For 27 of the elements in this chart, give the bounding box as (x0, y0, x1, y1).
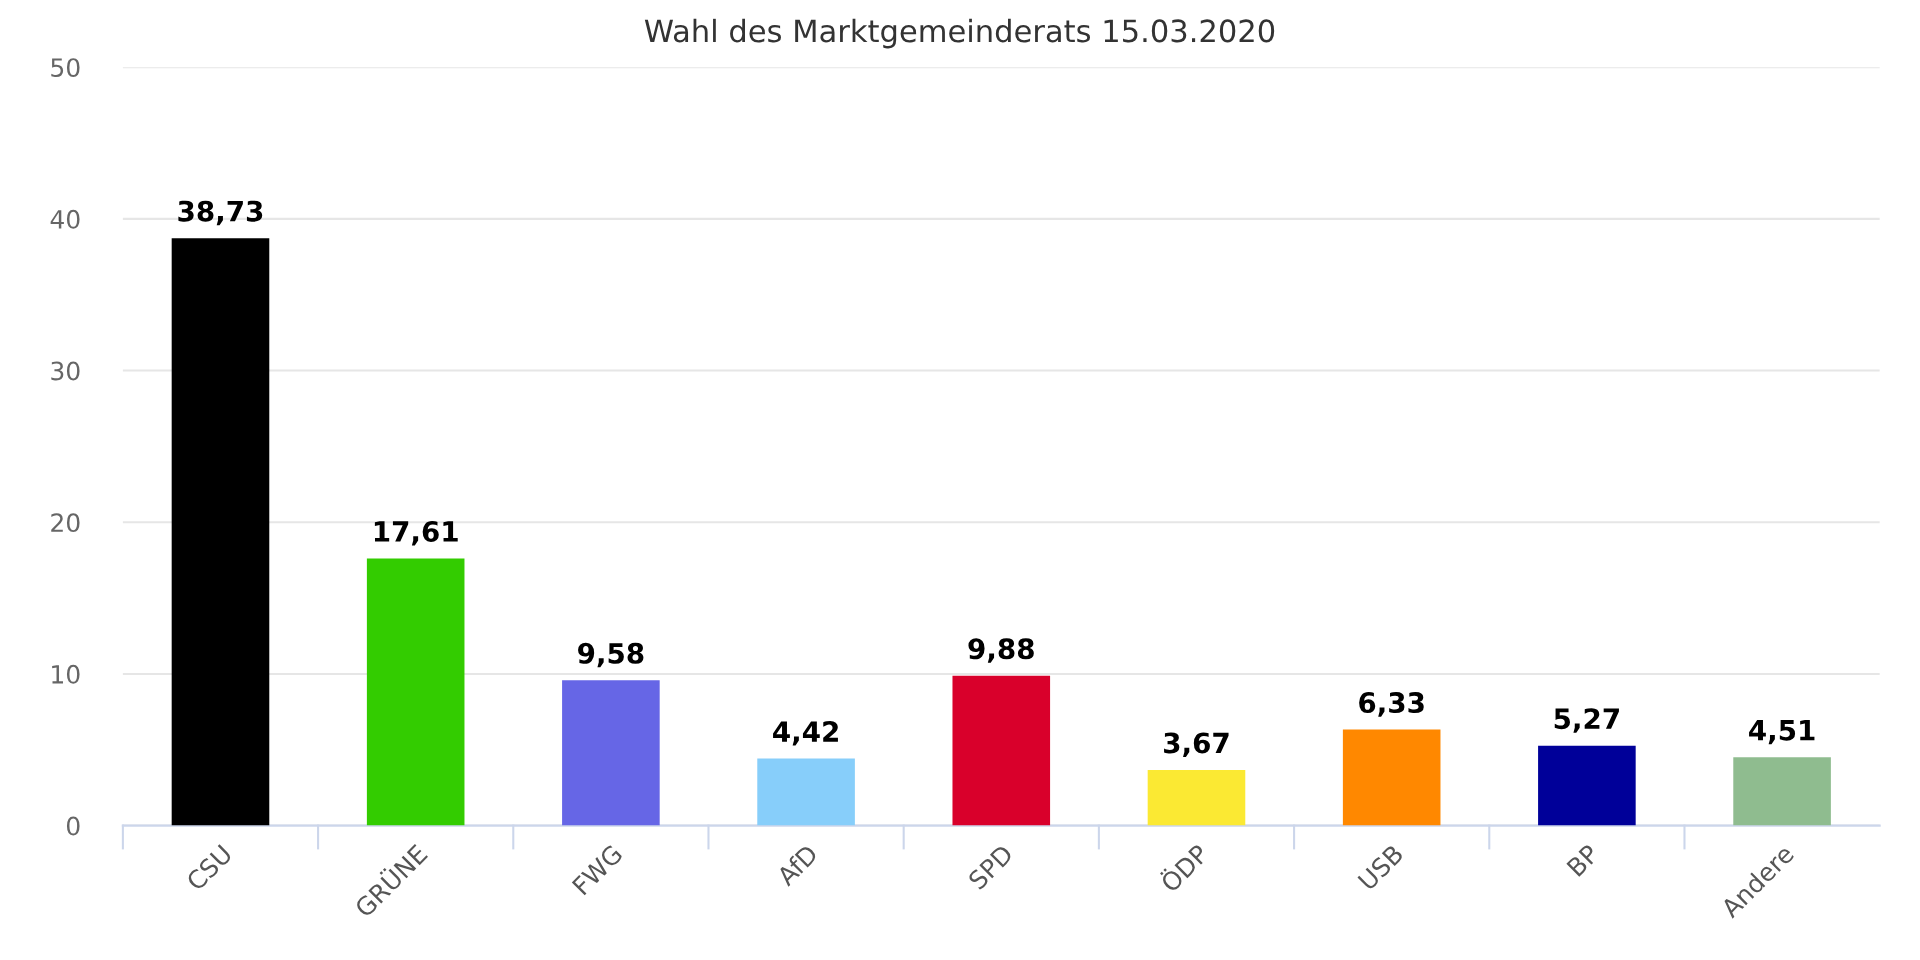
bar (1147, 769, 1246, 826)
bar (1733, 757, 1831, 826)
data-label: 38,73 (178, 200, 263, 226)
bar (1538, 745, 1636, 826)
data-label: 3,67 (1164, 732, 1229, 757)
data-label: 6,33 (1359, 692, 1424, 717)
y-tick-label: 20 (51, 513, 80, 533)
bar (171, 238, 270, 826)
bar (952, 675, 1051, 826)
bar (757, 758, 855, 826)
y-tick-label: 40 (50, 209, 80, 229)
bar (562, 680, 660, 826)
y-tick-label: 50 (51, 58, 80, 78)
bar (366, 558, 465, 826)
data-label: 4,51 (1749, 720, 1815, 745)
x-tick-label: BP (1566, 843, 1600, 877)
chart-title: Wahl des Marktgemeinderats 15.03.2020 (644, 18, 1275, 49)
data-label: 9,58 (578, 642, 644, 668)
data-label: 4,42 (773, 721, 838, 746)
y-tick-label: 10 (52, 664, 80, 684)
y-tick-label: 30 (51, 361, 80, 381)
data-label: 5,27 (1554, 708, 1619, 733)
y-tick-label: 0 (66, 816, 80, 836)
data-label: 9,88 (968, 638, 1034, 663)
bar (1342, 729, 1441, 826)
x-tick-label: AfD (774, 843, 819, 887)
data-label: 17,61 (374, 521, 458, 546)
